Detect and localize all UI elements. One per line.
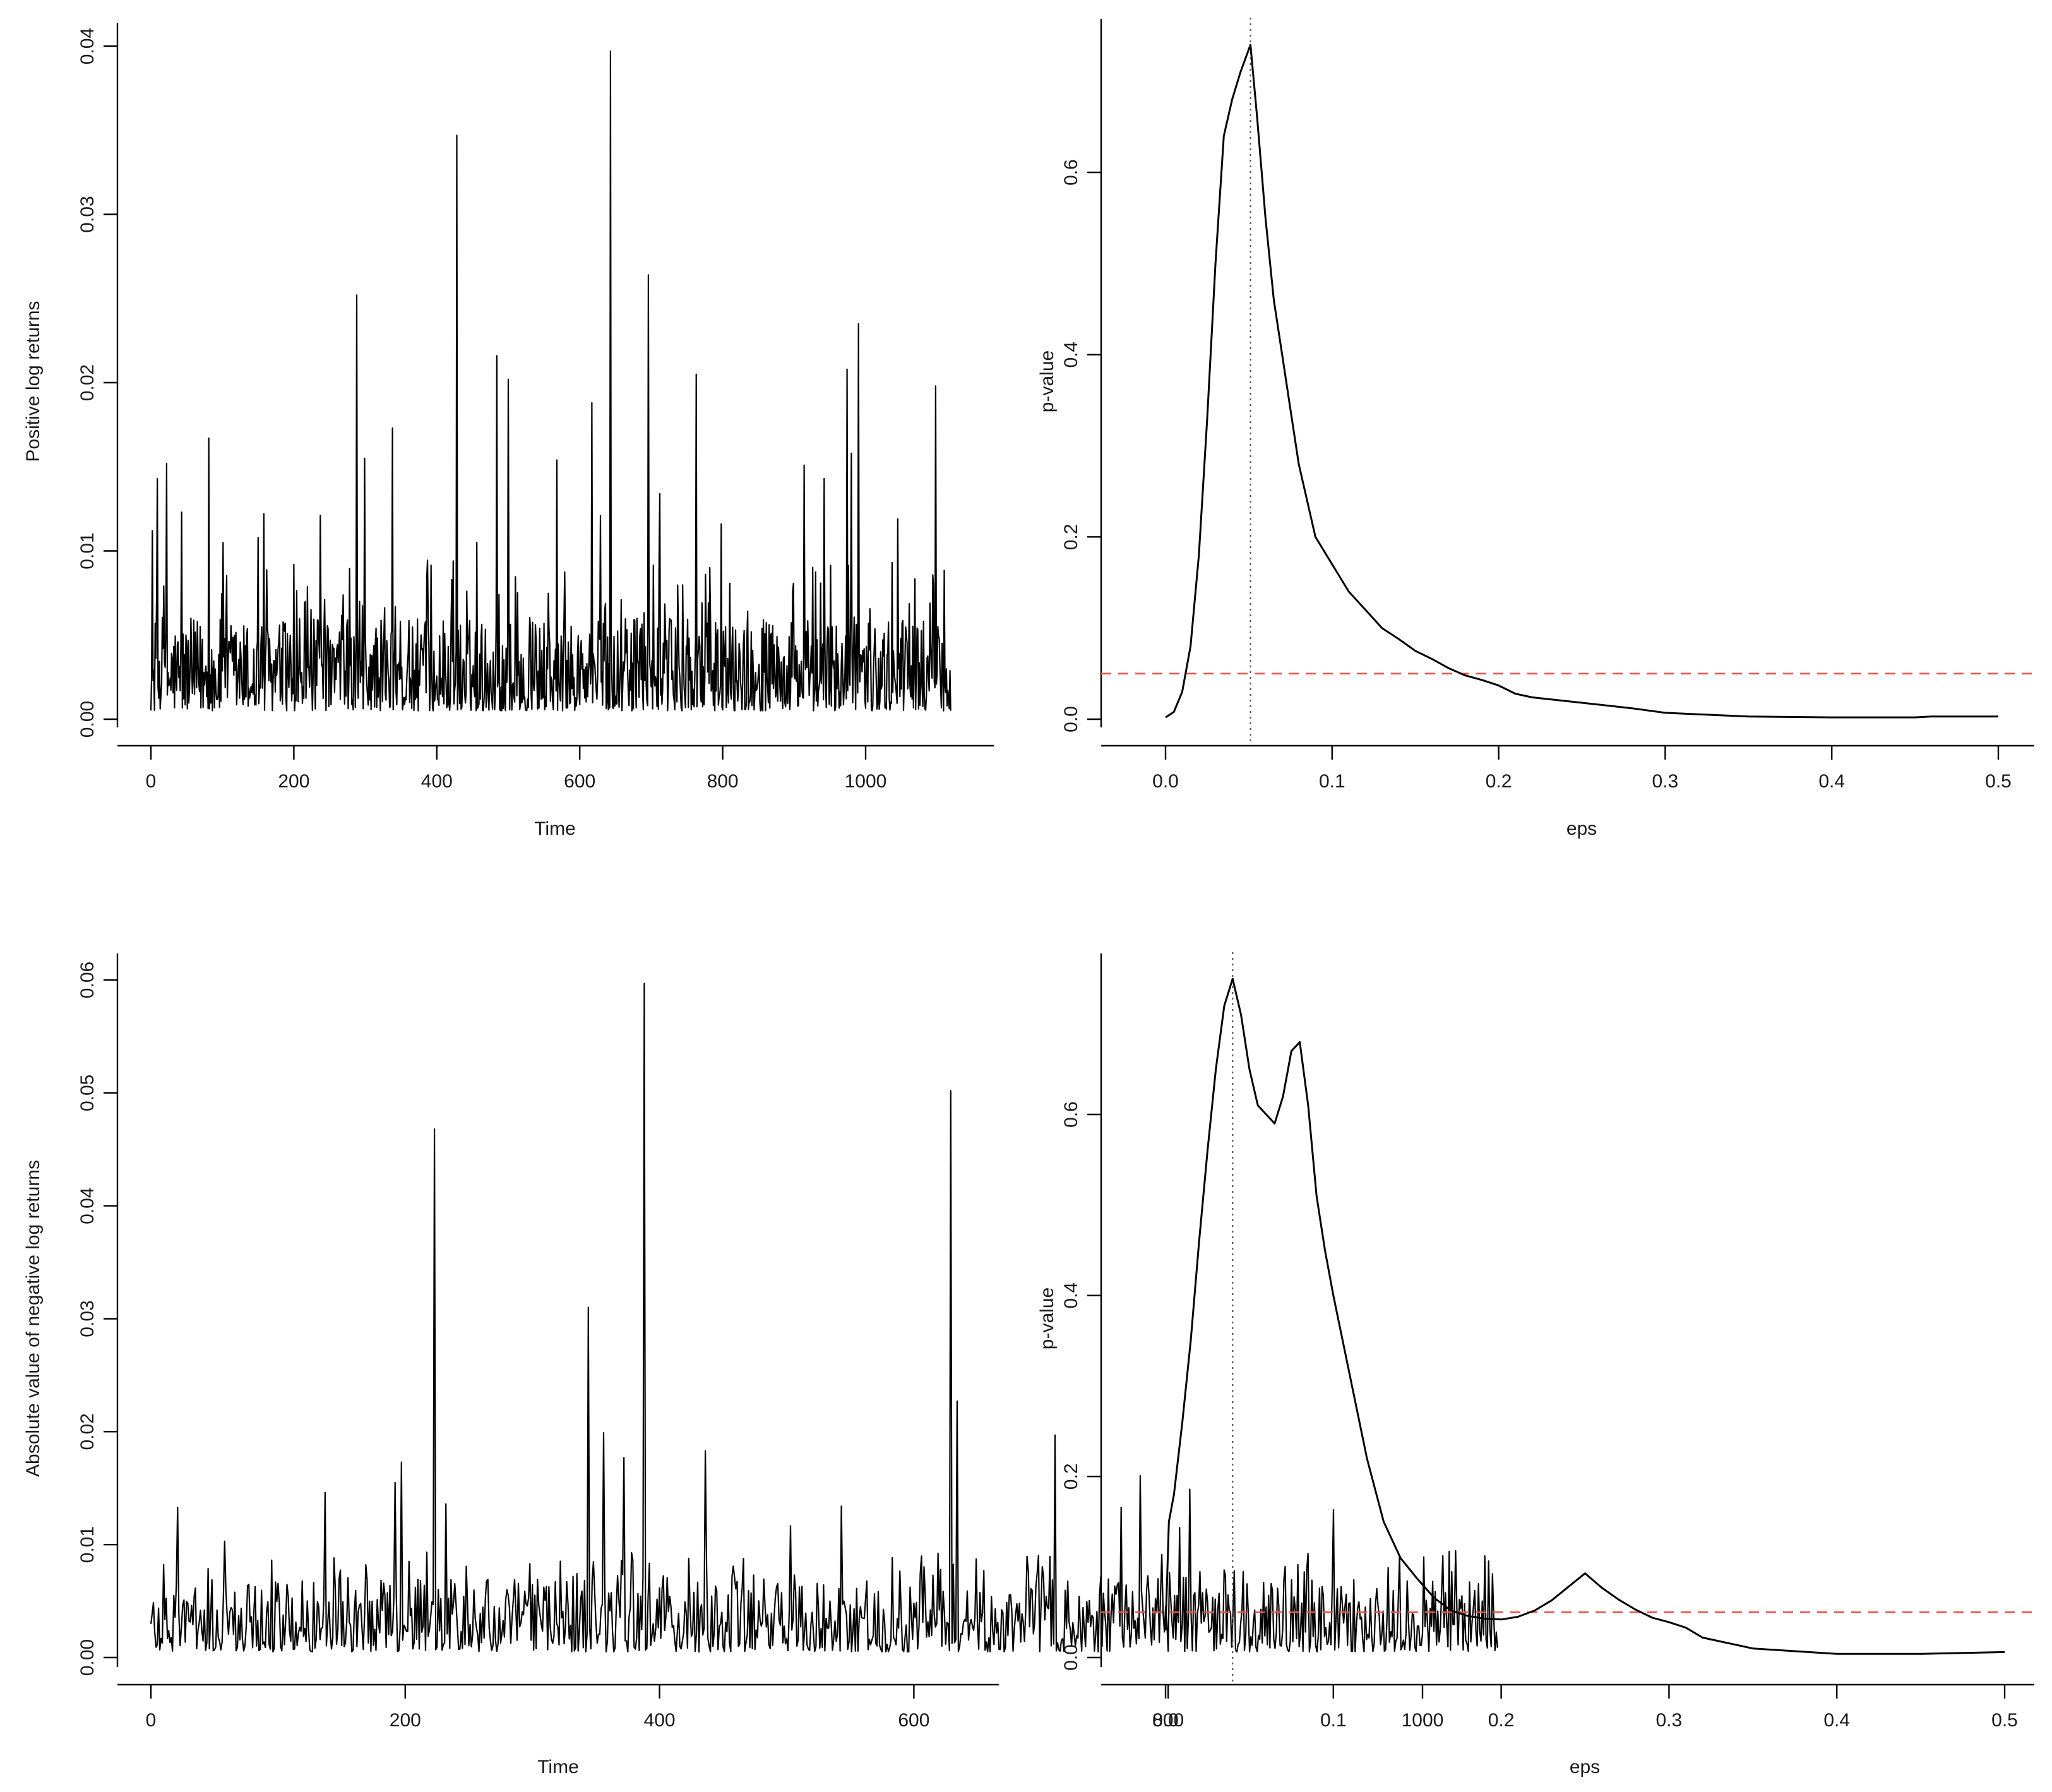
y-tick-label: 0.2	[1061, 523, 1082, 550]
x-tick-label: 600	[898, 1710, 929, 1731]
reference-lines	[1101, 952, 2034, 1683]
y-tick-label: 0.04	[77, 28, 98, 64]
x-axis-label: eps	[1570, 1757, 1600, 1777]
x-tick-label: 0.5	[1991, 1710, 2018, 1731]
x-tick-label: 0.2	[1486, 771, 1512, 792]
series-line	[1164, 977, 2005, 1655]
x-tick-label: 800	[1152, 1710, 1184, 1731]
series-line	[150, 50, 951, 712]
x-tick-label: 0.3	[1652, 771, 1679, 792]
x-tick-label: 0.4	[1823, 1710, 1850, 1731]
reference-lines	[1101, 18, 2034, 744]
x-tick-label: 0.0	[1152, 771, 1179, 792]
y-ticks: 0.00 0.01 0.02 0.03 0.04 0.05 0.06	[77, 962, 117, 1676]
y-tick-label: 0.0	[1061, 706, 1082, 732]
panel-pvalue-positive: 0.0 0.2 0.4 0.6 0.0 0.1 0.2 0.3 0.4 0.5 eps p-va…	[1037, 18, 2034, 839]
x-tick-label: 0.3	[1656, 1710, 1683, 1731]
x-tick-label: 1000	[845, 771, 887, 792]
y-ticks: 0.0 0.2 0.4 0.6	[1061, 1101, 1101, 1671]
y-ticks: 0.0 0.2 0.4 0.6	[1061, 159, 1101, 732]
y-tick-label: 0.0	[1061, 1644, 1082, 1671]
y-tick-label: 0.4	[1061, 1282, 1082, 1309]
y-axis-label: p-value	[1037, 1287, 1058, 1349]
pvalue-curve	[1165, 44, 1998, 719]
x-ticks: 0.0 0.1 0.2 0.3 0.4 0.5	[1152, 1685, 2018, 1731]
x-tick-label: 0.1	[1319, 771, 1345, 792]
x-axis-label: eps	[1566, 818, 1597, 839]
y-tick-label: 0.04	[77, 1187, 98, 1224]
y-axis-label: Absolute value of negative log returns	[23, 1160, 44, 1477]
x-tick-label: 0.0	[1152, 1710, 1179, 1731]
y-tick-label: 0.02	[77, 364, 98, 401]
x-tick-label: 0	[146, 771, 157, 792]
x-ticks: 0 200 400 600 800 1000	[146, 1685, 1444, 1731]
y-tick-label: 0.02	[77, 1413, 98, 1450]
x-tick-label: 0.4	[1818, 771, 1845, 792]
y-ticks: 0.00 0.01 0.02 0.03 0.04	[77, 28, 117, 738]
x-axis-label: Time	[534, 818, 576, 839]
x-tick-label: 200	[390, 1710, 421, 1731]
y-tick-label: 0.00	[77, 701, 98, 738]
y-tick-label: 0.01	[77, 532, 98, 569]
x-tick-label: 1000	[1402, 1710, 1444, 1731]
y-tick-label: 0.4	[1061, 342, 1082, 368]
panel-pvalue-negative: 0.0 0.2 0.4 0.6 0.0 0.1 0.2 0.3 0.4 0.5 eps p-va…	[1037, 952, 2034, 1777]
y-axis-label: Positive log returns	[23, 301, 44, 462]
y-tick-label: 0.00	[77, 1639, 98, 1676]
y-tick-label: 0.6	[1061, 1101, 1082, 1128]
y-tick-label: 0.03	[77, 1300, 98, 1337]
y-tick-label: 0.2	[1061, 1463, 1082, 1490]
series-line	[1165, 44, 1998, 719]
x-axis-label: Time	[537, 1757, 579, 1777]
returns-line	[150, 983, 1498, 1653]
x-tick-label: 400	[421, 771, 453, 792]
x-tick-label: 200	[278, 771, 309, 792]
x-tick-label: 0.5	[1985, 771, 2012, 792]
x-tick-label: 800	[707, 771, 739, 792]
y-axis-label: p-value	[1037, 350, 1058, 412]
x-tick-label: 0.2	[1488, 1710, 1515, 1731]
panel-negative-log-returns: 0.00 0.01 0.02 0.03 0.04 0.05 0.06 0 200 400 600 8…	[23, 953, 1498, 1777]
x-tick-label: 0.1	[1320, 1710, 1347, 1731]
y-tick-label: 0.01	[77, 1526, 98, 1563]
x-tick-label: 600	[564, 771, 595, 792]
returns-line	[150, 50, 951, 712]
y-tick-label: 0.6	[1061, 159, 1082, 186]
pvalue-curve	[1164, 977, 2005, 1655]
series-line	[150, 983, 1498, 1653]
panel-positive-log-returns: 0.00 0.01 0.02 0.03 0.04 0 200 400 600 800 1000 T…	[23, 23, 994, 839]
x-tick-label: 400	[644, 1710, 676, 1731]
x-tick-label: 0	[146, 1710, 157, 1731]
y-tick-label: 0.03	[77, 196, 98, 232]
x-ticks: 0.0 0.1 0.2 0.3 0.4 0.5	[1152, 746, 2012, 792]
x-ticks: 0 200 400 600 800 1000	[146, 746, 887, 792]
y-tick-label: 0.06	[77, 962, 98, 998]
y-tick-label: 0.05	[77, 1075, 98, 1111]
